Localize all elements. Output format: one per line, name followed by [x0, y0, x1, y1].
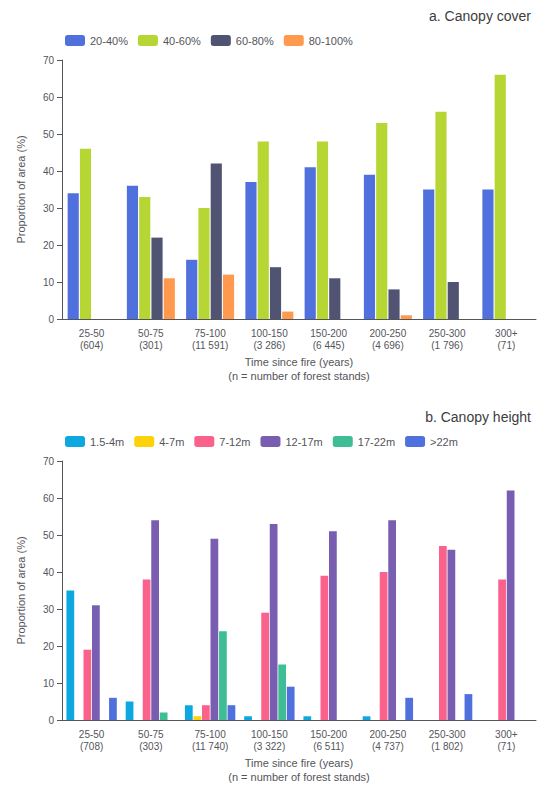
svg-text:(604): (604) — [80, 340, 103, 351]
svg-text:Time since fire (years): Time since fire (years) — [245, 356, 353, 368]
svg-text:b. Canopy height: b. Canopy height — [425, 409, 531, 425]
svg-text:>22m: >22m — [430, 436, 458, 448]
svg-text:300+: 300+ — [495, 328, 518, 339]
svg-text:20-40%: 20-40% — [90, 35, 128, 47]
svg-text:75-100: 75-100 — [195, 328, 227, 339]
svg-text:(4 696): (4 696) — [372, 340, 404, 351]
svg-text:0: 0 — [48, 715, 54, 726]
svg-text:(4 737): (4 737) — [372, 741, 404, 752]
svg-text:50-75: 50-75 — [138, 328, 164, 339]
svg-text:(71): (71) — [497, 340, 515, 351]
svg-text:20: 20 — [43, 240, 55, 251]
svg-text:7-12m: 7-12m — [219, 436, 250, 448]
svg-text:200-250: 200-250 — [370, 729, 407, 740]
svg-text:4-7m: 4-7m — [159, 436, 184, 448]
svg-text:40: 40 — [43, 166, 55, 177]
svg-text:80-100%: 80-100% — [309, 35, 353, 47]
svg-text:75-100: 75-100 — [195, 729, 227, 740]
svg-text:10: 10 — [43, 678, 55, 689]
svg-text:40: 40 — [43, 567, 55, 578]
svg-text:300+: 300+ — [495, 729, 518, 740]
svg-text:50-75: 50-75 — [138, 729, 164, 740]
svg-text:(1 796): (1 796) — [431, 340, 463, 351]
svg-text:60: 60 — [43, 92, 55, 103]
svg-text:40-60%: 40-60% — [163, 35, 201, 47]
svg-text:30: 30 — [43, 604, 55, 615]
svg-text:12-17m: 12-17m — [285, 436, 322, 448]
svg-text:100-150: 100-150 — [251, 328, 288, 339]
svg-text:30: 30 — [43, 203, 55, 214]
svg-text:70: 70 — [43, 55, 55, 66]
svg-text:(6 445): (6 445) — [313, 340, 345, 351]
svg-text:50: 50 — [43, 530, 55, 541]
svg-text:Time since fire (years): Time since fire (years) — [245, 757, 353, 769]
svg-text:20: 20 — [43, 641, 55, 652]
svg-text:70: 70 — [43, 456, 55, 467]
svg-text:(1 802): (1 802) — [431, 741, 463, 752]
svg-text:(303): (303) — [139, 741, 162, 752]
svg-text:(71): (71) — [497, 741, 515, 752]
svg-text:(n = number of forest stands): (n = number of forest stands) — [228, 370, 370, 382]
svg-text:(708): (708) — [80, 741, 103, 752]
svg-text:Proportion of area (%): Proportion of area (%) — [15, 135, 27, 243]
svg-text:60-80%: 60-80% — [236, 35, 274, 47]
svg-text:200-250: 200-250 — [370, 328, 407, 339]
svg-text:(11 591): (11 591) — [192, 340, 229, 351]
svg-text:(301): (301) — [139, 340, 162, 351]
svg-text:(11 740): (11 740) — [192, 741, 229, 752]
svg-text:(n = number of forest stands): (n = number of forest stands) — [228, 771, 370, 783]
svg-text:250-300: 250-300 — [429, 729, 466, 740]
svg-text:250-300: 250-300 — [429, 328, 466, 339]
svg-text:0: 0 — [48, 314, 54, 325]
svg-text:50: 50 — [43, 129, 55, 140]
svg-text:60: 60 — [43, 493, 55, 504]
svg-text:25-50: 25-50 — [79, 729, 105, 740]
svg-text:150-200: 150-200 — [310, 328, 347, 339]
svg-text:10: 10 — [43, 277, 55, 288]
svg-text:Proportion of area (%): Proportion of area (%) — [15, 536, 27, 644]
svg-text:100-150: 100-150 — [251, 729, 288, 740]
svg-text:(3 286): (3 286) — [254, 340, 286, 351]
svg-text:25-50: 25-50 — [79, 328, 105, 339]
svg-text:a. Canopy cover: a. Canopy cover — [429, 8, 531, 24]
svg-text:17-22m: 17-22m — [358, 436, 395, 448]
svg-text:1.5-4m: 1.5-4m — [90, 436, 124, 448]
svg-text:150-200: 150-200 — [310, 729, 347, 740]
svg-text:(6 511): (6 511) — [313, 741, 344, 752]
svg-text:(3 322): (3 322) — [254, 741, 286, 752]
